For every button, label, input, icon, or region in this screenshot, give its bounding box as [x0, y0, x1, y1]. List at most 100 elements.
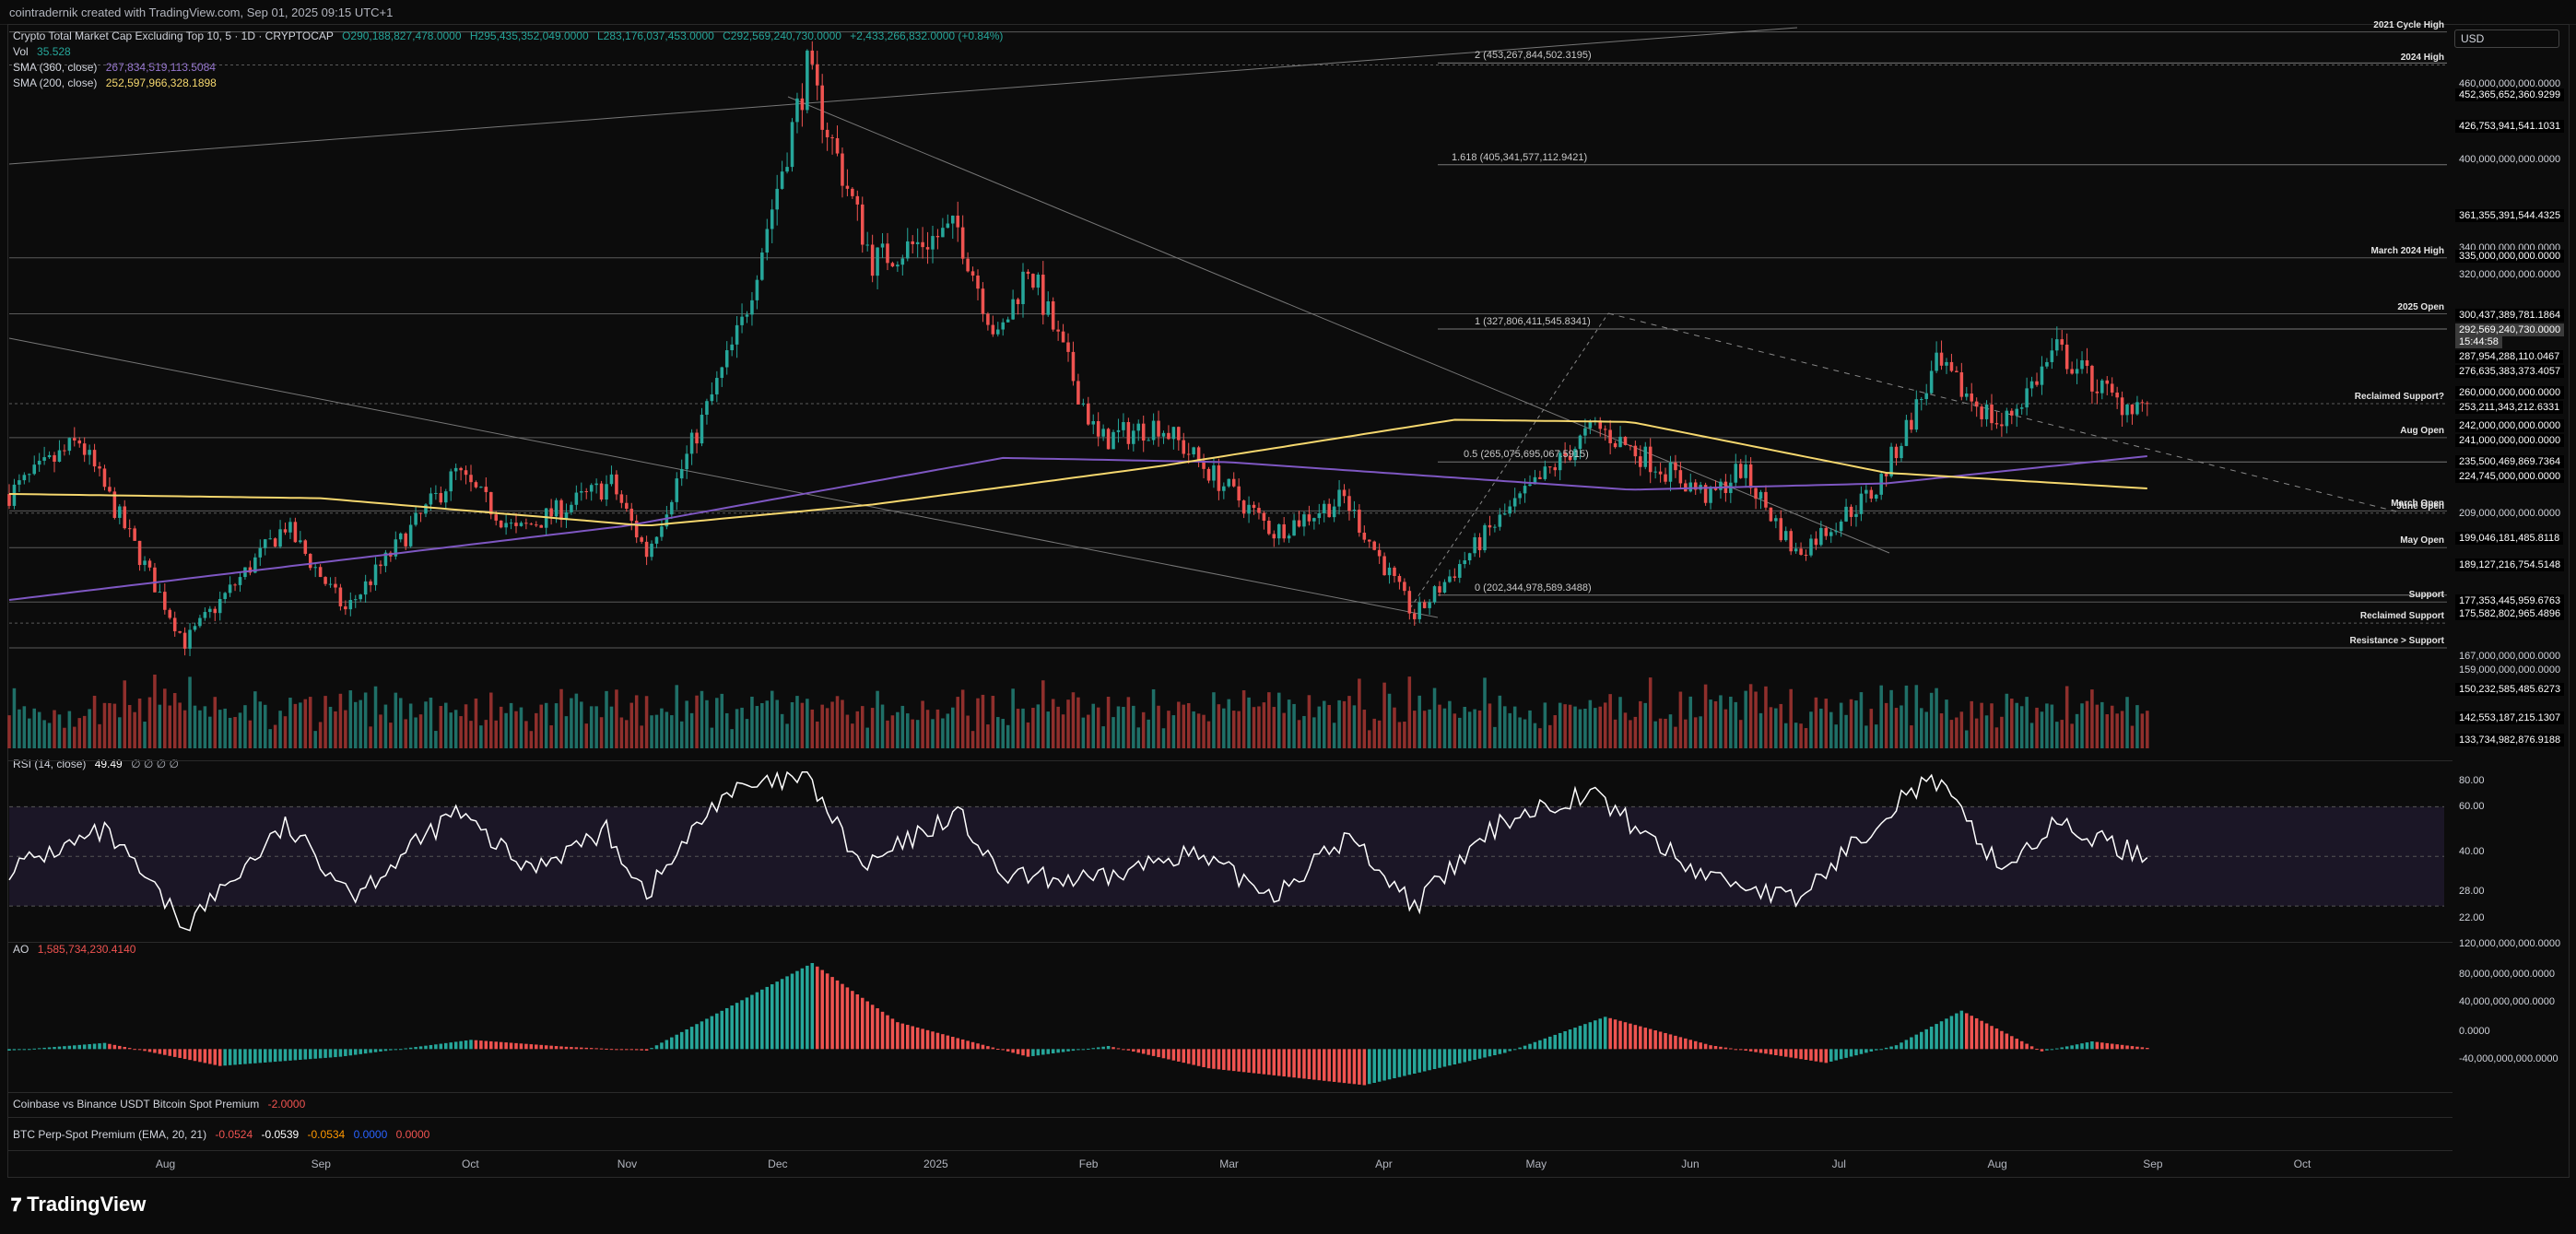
candle-body — [2140, 402, 2145, 404]
candle-body — [841, 153, 844, 186]
candle-body — [1473, 537, 1476, 554]
candle-body — [730, 344, 734, 351]
ao-bar — [996, 1049, 1000, 1051]
candle-body — [153, 567, 157, 593]
volume-bar — [303, 699, 308, 748]
candle-body — [1583, 428, 1587, 436]
ao-bar — [1719, 1046, 1723, 1050]
candle-body — [2060, 339, 2064, 345]
ao-bar — [288, 1049, 292, 1061]
panel-separator[interactable] — [8, 1117, 2452, 1118]
panel-separator[interactable] — [8, 760, 2452, 761]
ao-bar — [1407, 1049, 1412, 1075]
level-price-label: 300,437,389,781.1864 — [2455, 309, 2565, 322]
close-value: C292,569,240,730.0000 — [723, 29, 841, 42]
btc-v1: -0.0524 — [215, 1128, 253, 1141]
panel-separator[interactable] — [8, 942, 2452, 943]
ao-bar — [293, 1049, 298, 1061]
panel-separator[interactable] — [8, 1092, 2452, 1093]
ao-bar — [860, 997, 865, 1050]
ao-bar — [1924, 1028, 1928, 1050]
volume-bar — [1974, 718, 1979, 748]
ao-bar — [524, 1043, 528, 1050]
sma200-legend[interactable]: SMA (200, close) 252,597,966,328.1898 — [13, 76, 217, 89]
candle-body — [1362, 533, 1367, 540]
candle-body — [338, 587, 343, 606]
ao-bar — [695, 1024, 699, 1050]
tradingview-logo[interactable]: 𝟕 TradingView — [11, 1193, 146, 1216]
ao-bar — [2115, 1044, 2119, 1050]
volume-bar — [806, 699, 809, 748]
candle-body — [1016, 299, 1020, 305]
candle-body — [1658, 471, 1663, 475]
volume-bar — [860, 706, 865, 748]
candle-body — [489, 491, 493, 515]
volume-bar — [1929, 692, 1934, 748]
candle-body — [2115, 392, 2119, 398]
candle-body — [1734, 464, 1738, 483]
ao-bar — [1974, 1017, 1979, 1050]
candle-body — [1087, 403, 1090, 425]
level-price-label: 242,000,000,000.0000 — [2455, 419, 2565, 432]
candle-body — [1854, 513, 1858, 517]
candle-body — [178, 630, 182, 633]
candle-body — [815, 64, 819, 86]
ao-bar — [730, 1005, 734, 1050]
panel-separator[interactable] — [8, 1150, 2452, 1151]
sma360-legend[interactable]: SMA (360, close) 267,834,519,113.5084 — [13, 61, 216, 74]
ao-bar — [1453, 1049, 1457, 1064]
cb-legend[interactable]: Coinbase vs Binance USDT Bitcoin Spot Pr… — [13, 1098, 305, 1111]
candle-body — [369, 581, 372, 585]
volume-bar — [1483, 677, 1487, 748]
price-tick-label: 209,000,000,000.0000 — [2459, 508, 2561, 519]
candle-body — [1754, 488, 1758, 499]
chart-frame[interactable] — [7, 24, 2570, 1178]
candle-body — [258, 547, 263, 558]
candle-body — [1789, 531, 1793, 552]
ao-bar — [1442, 1049, 1447, 1067]
candle-body — [1639, 456, 1642, 467]
volume-bar — [1699, 716, 1702, 748]
symbol-legend[interactable]: Crypto Total Market Cap Excluding Top 10… — [13, 29, 1003, 42]
candle-body — [1794, 548, 1798, 552]
volume-bar — [1618, 697, 1622, 748]
candle-body — [1011, 299, 1015, 320]
currency-selector[interactable]: USD — [2454, 29, 2559, 48]
candle-body — [654, 536, 659, 544]
volume-bar — [886, 720, 889, 748]
vol-legend[interactable]: Vol 35.528 — [13, 45, 71, 58]
ao-bar — [499, 1041, 503, 1050]
candle-body — [88, 450, 91, 455]
volume-bar — [911, 719, 914, 748]
ao-legend[interactable]: AO 1,585,734,230.4140 — [13, 943, 135, 956]
ao-bar — [1824, 1049, 1829, 1064]
ao-bar — [2045, 1049, 2049, 1051]
candle-body — [73, 438, 76, 441]
volume-bar — [1136, 727, 1141, 748]
ao-bar — [1829, 1049, 1833, 1062]
volume-bar — [408, 703, 413, 748]
volume-bar — [1432, 688, 1437, 748]
volume-bar — [1653, 721, 1657, 748]
ao-bar — [896, 1022, 900, 1050]
month-label: Sep — [2143, 1158, 2163, 1170]
candle-body — [47, 454, 52, 458]
candle-body — [1528, 484, 1532, 487]
ao-bar — [2080, 1043, 2084, 1050]
ao-bar — [18, 1049, 21, 1051]
candle-body — [1935, 352, 1938, 371]
volume-bar — [2025, 697, 2029, 748]
ao-bar — [1643, 1028, 1648, 1050]
btc-legend[interactable]: BTC Perp-Spot Premium (EMA, 20, 21) -0.0… — [13, 1128, 429, 1141]
candle-body — [760, 253, 764, 280]
candle-body — [1393, 567, 1396, 577]
volume-bar — [795, 696, 799, 748]
ao-bar — [344, 1049, 347, 1056]
candle-body — [896, 264, 900, 267]
candle-body — [946, 223, 950, 229]
ao-bar — [123, 1047, 127, 1050]
volume-bar — [123, 680, 127, 748]
volume-bar — [790, 701, 794, 748]
ao-bar — [1422, 1049, 1427, 1072]
